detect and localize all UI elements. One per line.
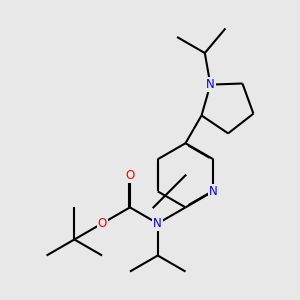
Text: N: N [209, 185, 218, 198]
Text: N: N [206, 78, 215, 91]
Text: O: O [98, 217, 107, 230]
Text: N: N [153, 217, 162, 230]
Text: O: O [125, 169, 135, 182]
